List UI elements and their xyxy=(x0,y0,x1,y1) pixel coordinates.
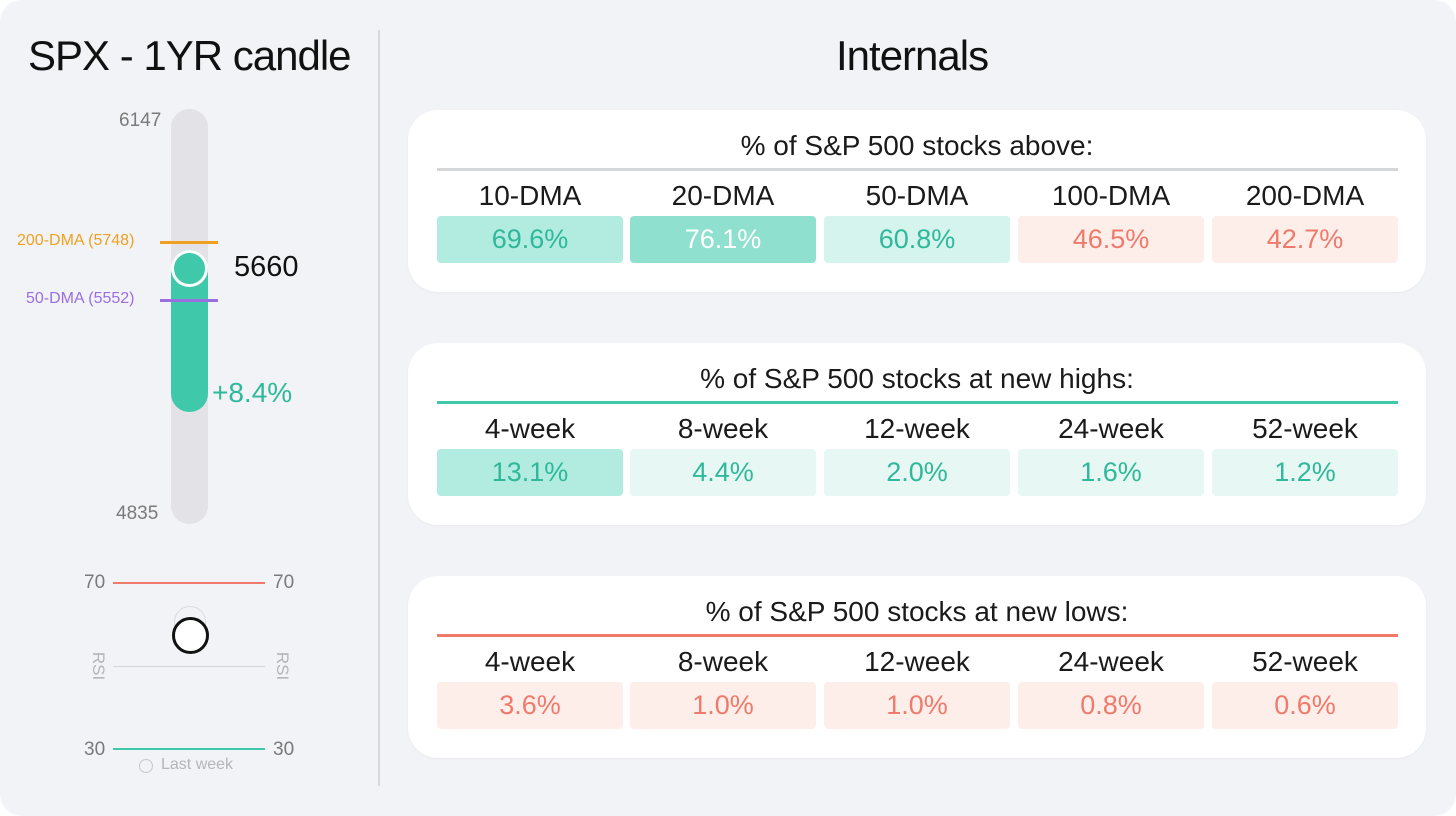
value-cell: 2.0% xyxy=(824,449,1010,496)
column-label: 10-DMA xyxy=(478,180,582,211)
rsi-lower-left: 30 xyxy=(84,739,106,760)
rsi-lower-right: 30 xyxy=(273,739,295,760)
card-title: % of S&P 500 stocks above: xyxy=(740,130,1094,161)
column-label: 12-week xyxy=(864,413,970,444)
candle-low-label: 4835 xyxy=(116,503,159,524)
column-label: 4-week xyxy=(484,646,576,677)
column-label: 50-DMA xyxy=(865,180,969,211)
column-label: 200-DMA xyxy=(1245,180,1365,211)
value-cell: 60.8% xyxy=(824,216,1010,263)
value-cell: 3.6% xyxy=(437,682,623,729)
card-rule xyxy=(437,401,1398,404)
dma50-label: 50-DMA (5552) xyxy=(26,289,135,307)
dma200-line xyxy=(160,240,218,244)
rsi-axis-left: RSI xyxy=(89,651,109,681)
value-cell: 1.0% xyxy=(630,682,816,729)
rsi-upper-line xyxy=(113,582,265,584)
value-cell: 46.5% xyxy=(1018,216,1204,263)
candle-high-label: 6147 xyxy=(119,110,162,131)
value-cell: 1.2% xyxy=(1212,449,1398,496)
column-label: 24-week xyxy=(1058,413,1164,444)
column-label: 52-week xyxy=(1252,413,1358,444)
value-cell: 76.1% xyxy=(630,216,816,263)
dma50-line xyxy=(160,298,218,302)
column-label: 20-DMA xyxy=(671,180,775,211)
column-label: 100-DMA xyxy=(1051,180,1171,211)
value-cell: 4.4% xyxy=(630,449,816,496)
card-rule xyxy=(437,634,1398,637)
rsi-upper-right: 70 xyxy=(273,572,295,593)
internals-card: % of S&P 500 stocks at new highs: 4-week 1… xyxy=(408,343,1426,525)
value-cell: 1.0% xyxy=(824,682,1010,729)
panel-divider xyxy=(378,30,380,786)
left-title: SPX - 1YR candle xyxy=(28,32,352,79)
rsi-lower-line xyxy=(113,748,265,750)
column-label: 8-week xyxy=(677,646,769,677)
rsi-upper-left: 70 xyxy=(84,572,106,593)
dma200-label: 200-DMA (5748) xyxy=(17,231,135,249)
internals-card: % of S&P 500 stocks above: 10-DMA 69.6% 20-… xyxy=(408,110,1426,292)
current-price-label: 5660 xyxy=(234,251,299,284)
value-cell: 13.1% xyxy=(437,449,623,496)
last-week-legend-label: Last week xyxy=(161,756,234,773)
rsi-current-dot xyxy=(172,617,209,654)
last-week-legend-icon xyxy=(139,759,153,773)
column-label: 12-week xyxy=(864,646,970,677)
value-cell: 42.7% xyxy=(1212,216,1398,263)
value-cell: 69.6% xyxy=(437,216,623,263)
rsi-axis-right: RSI xyxy=(273,651,293,681)
card-title: % of S&P 500 stocks at new lows: xyxy=(705,596,1129,627)
change-label: +8.4% xyxy=(212,377,293,408)
column-label: 4-week xyxy=(484,413,576,444)
value-cell: 0.8% xyxy=(1018,682,1204,729)
column-label: 8-week xyxy=(677,413,769,444)
value-cell: 0.6% xyxy=(1212,682,1398,729)
value-cell: 1.6% xyxy=(1018,449,1204,496)
rsi-mid-line xyxy=(113,666,265,667)
column-label: 52-week xyxy=(1252,646,1358,677)
card-title: % of S&P 500 stocks at new highs: xyxy=(700,363,1134,394)
card-rule xyxy=(437,168,1398,171)
column-label: 24-week xyxy=(1058,646,1164,677)
internals-card: % of S&P 500 stocks at new lows: 4-week 3.… xyxy=(408,576,1426,758)
current-price-dot xyxy=(171,250,208,288)
right-title: Internals xyxy=(836,32,989,79)
